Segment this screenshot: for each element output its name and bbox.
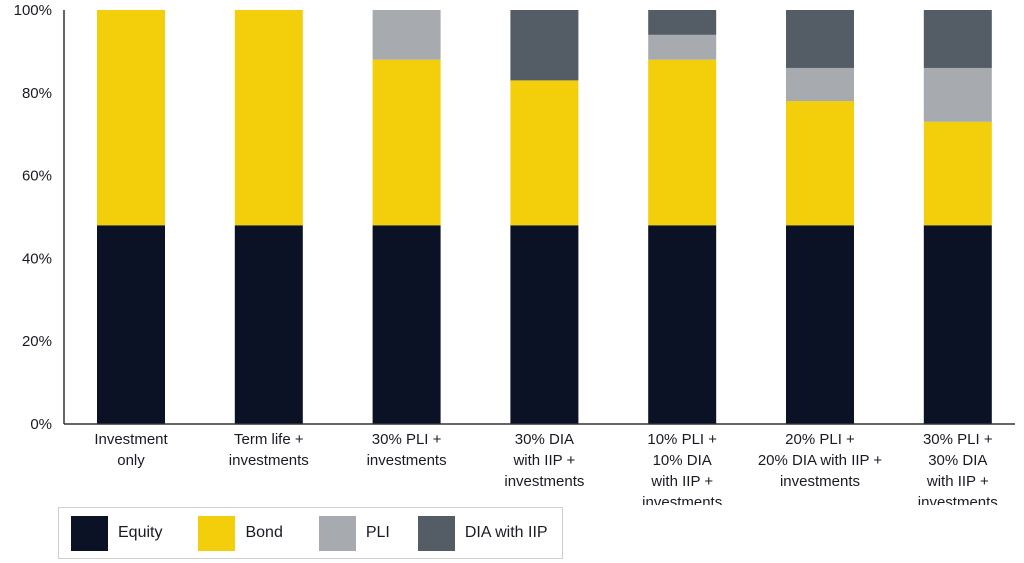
legend-item-dia-with-iip: DIA with IIP <box>417 515 548 551</box>
x-tick-label-4: 30% DIA with IIP + investments <box>504 431 584 490</box>
legend-item-equity: Equity <box>71 515 163 551</box>
x-tick-label-1: Investment only <box>94 431 168 469</box>
bar-pli-7 <box>923 67 992 122</box>
legend-item-bond: Bond <box>198 515 283 551</box>
bar-equity-1 <box>97 225 165 424</box>
x-tick-label-6: 20% PLI +20% DIA with IIP + investments <box>758 431 883 490</box>
legend-swatch-bond <box>198 515 236 551</box>
y-tick-label-20: 20% <box>22 333 52 350</box>
y-tick-label-100: 100% <box>14 2 52 19</box>
bar-pli-6 <box>786 67 854 102</box>
bar-pli-3 <box>372 10 441 60</box>
stacked-bar-chart: Investment only Term life + investments 30% … <box>14 2 1015 505</box>
bar-bond-5 <box>648 59 717 226</box>
bar-bond-4 <box>510 80 579 226</box>
legend: Equity Bond PLI DIA with IIP <box>58 507 563 559</box>
x-tick-label-5: 10% PLI +10% DIA with IIP + investments <box>642 431 722 505</box>
y-tick-label-40: 40% <box>22 250 52 267</box>
legend-swatch-equity <box>71 515 108 551</box>
bar-dia-with-iip-6 <box>786 10 854 68</box>
y-tick-label-80: 80% <box>22 85 52 102</box>
y-tick-label-60: 60% <box>22 168 52 185</box>
x-tick-label-3: 30% PLI + investments <box>367 431 447 469</box>
x-tick-label-2: Term life + investments <box>229 431 309 469</box>
bar-dia-with-iip-5 <box>648 10 717 35</box>
legend-label-pli: PLI <box>365 524 390 541</box>
bar-equity-4 <box>510 225 579 424</box>
legend-item-pli: PLI <box>318 515 390 551</box>
legend-label-bond: Bond <box>245 524 283 541</box>
bar-bond-7 <box>923 121 992 226</box>
bar-bond-3 <box>372 59 441 226</box>
legend-label-equity: Equity <box>118 524 163 541</box>
bar-dia-with-iip-7 <box>923 10 992 68</box>
legend-swatch-pli <box>318 515 356 551</box>
y-tick-label-0: 0% <box>30 416 52 433</box>
bar-bond-2 <box>234 10 303 226</box>
x-tick-label-7: 30% PLI +30% DIA with IIP + investments <box>918 431 998 505</box>
bar-equity-2 <box>234 225 303 424</box>
bar-dia-with-iip-4 <box>510 10 579 81</box>
bar-equity-6 <box>786 225 854 424</box>
bar-pli-5 <box>648 34 717 60</box>
legend-label-dia-with-iip: DIA with IIP <box>464 524 548 541</box>
legend-swatch-dia-with-iip <box>417 515 455 551</box>
bar-equity-5 <box>648 225 717 424</box>
bar-bond-6 <box>786 101 854 226</box>
bar-equity-7 <box>923 225 992 424</box>
bar-bond-1 <box>97 10 165 226</box>
bar-equity-3 <box>372 225 441 424</box>
